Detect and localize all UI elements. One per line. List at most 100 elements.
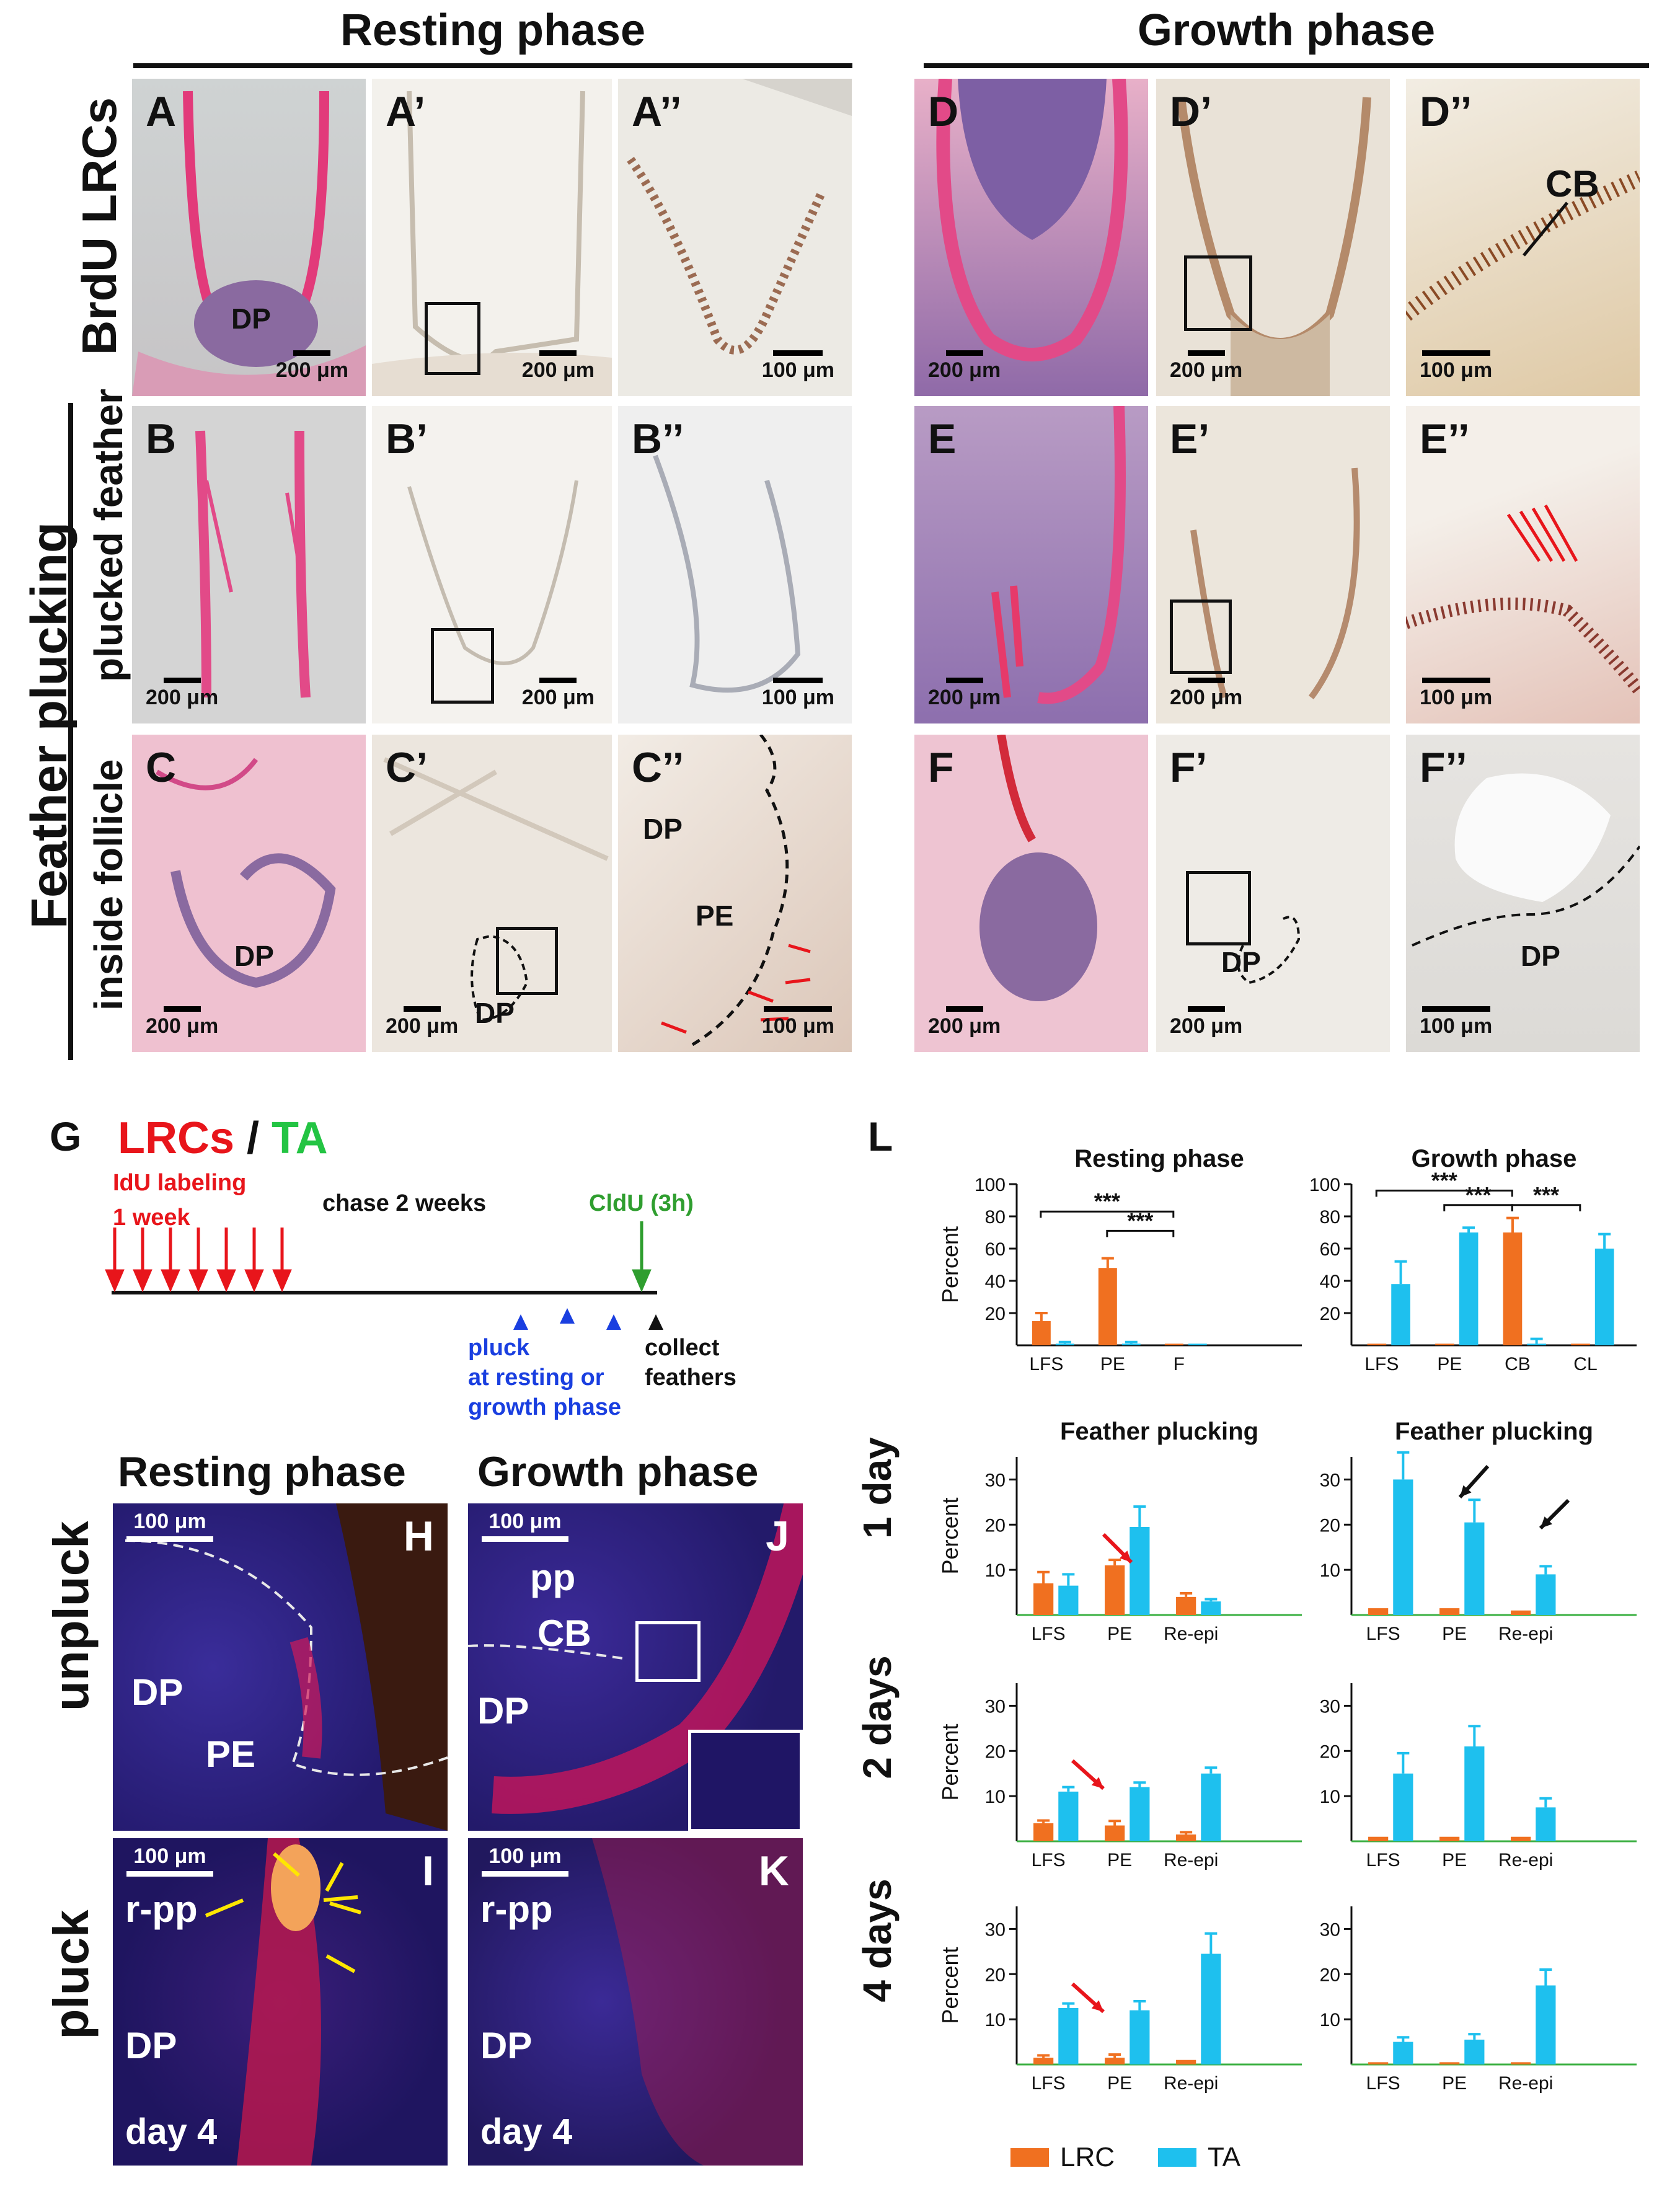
chart-0-ytick-label: 80 [985, 1207, 1006, 1228]
chart-0-bar [1055, 1343, 1074, 1345]
chart-1-sig-label: *** [1466, 1182, 1492, 1208]
panel-a-scalebar: 200 μm [276, 350, 348, 383]
chart-0-bar [1032, 1321, 1051, 1345]
panel-l-label: L [868, 1113, 893, 1159]
row-label-inside: inside follicle [86, 759, 131, 1011]
panel-f1-dp: DP [1221, 946, 1261, 978]
chart-7-ytick-label: 10 [1320, 2010, 1340, 2030]
panel-c1-dp: DP [475, 997, 515, 1029]
panel-f-image: F 200 μm [914, 735, 1148, 1052]
panel-c-scalebar: 200 μm [146, 1006, 218, 1038]
chart-1-bar [1527, 1343, 1546, 1345]
panel-k-rpp: r-pp [480, 1888, 553, 1930]
panel-d1-drawing [1177, 97, 1371, 396]
panel-b1-inset-box [431, 628, 494, 704]
chart-2-bar [1201, 1601, 1221, 1615]
timeline-idu-line2: 1 week [113, 1205, 190, 1231]
timeline-title-ta: TA [272, 1113, 328, 1163]
panel-a-dp: DP [231, 303, 271, 335]
timeline-pluck-line3: growth phase [468, 1394, 622, 1420]
chart-1-bar [1571, 1343, 1590, 1345]
panel-i-drawing [205, 1838, 361, 2166]
chart-row-2days: 2 days [855, 1655, 900, 1779]
chart-3-title: Feather plucking [1395, 1418, 1593, 1445]
panel-k-dp: DP [480, 2025, 533, 2066]
chart-3: Feather plucking 10 20 30 LFS PE Re-epi [1320, 1418, 1637, 1644]
chart-3-bar [1464, 1522, 1485, 1615]
chart-3-arrow-pe-head [1541, 1516, 1552, 1528]
panel-c2-dp: DP [643, 813, 683, 845]
panel-c2-image: C’’ DP PE 100 μm [618, 735, 852, 1052]
panel-f2-scalebar: 100 μm [1420, 1006, 1492, 1038]
panel-a1-label: A’ [386, 88, 426, 135]
chart-2-arrow-head [1120, 1551, 1131, 1562]
chart-1-sig-label: *** [1533, 1182, 1559, 1208]
chart-7-ytick-label: 30 [1320, 1919, 1340, 1940]
panel-d2-label: D’’ [1420, 88, 1472, 135]
panel-k-image: K 100 μm r-pp DP day 4 [468, 1838, 803, 2166]
chart-4-bar [1058, 1791, 1079, 1841]
panel-c-drawing [155, 758, 336, 988]
panel-h-image: H 100 μm DP PE [113, 1503, 448, 1831]
timeline-chase: chase 2 weeks [322, 1190, 487, 1216]
panel-i-rpp: r-pp [125, 1888, 198, 1930]
panel-c2-scalebar: 100 μm [762, 1006, 834, 1038]
chart-4-xtick-label: PE [1107, 1850, 1132, 1870]
chart-4: Percent 10 20 30 LFS PE Re-epi [937, 1683, 1302, 1870]
fluor-row-unpluck: unpluck [43, 1521, 99, 1711]
chart-4-bar [1176, 1834, 1196, 1841]
panel-c-label: C [146, 744, 177, 791]
panel-i-day: day 4 [125, 2112, 218, 2152]
chart-2-bar [1176, 1596, 1196, 1615]
timeline-pluck-line2: at resting or [468, 1365, 604, 1391]
chart-3-bar [1536, 1574, 1556, 1615]
panel-f-label: F [928, 744, 954, 791]
legend-lrc-label: LRC [1060, 2142, 1115, 2172]
chart-5-bar [1536, 1807, 1556, 1841]
timeline-title-sep: / [234, 1113, 272, 1163]
panel-d2-image: D’’ CB 100 μm [1406, 79, 1640, 396]
panel-b2-image: B’’ 100 μm [618, 406, 852, 723]
chart-1-ytick-label: 20 [1320, 1304, 1340, 1324]
chart-6-arrow-head [1091, 2000, 1103, 2012]
chart-0-ytick-label: 60 [985, 1239, 1006, 1260]
panel-a2-scalebar: 100 μm [762, 350, 834, 383]
header-growth: Growth phase [1137, 6, 1436, 55]
chart-3-arrow-lfs-head [1460, 1485, 1472, 1497]
panel-f-drawing [979, 735, 1097, 1001]
panel-i-label: I [422, 1847, 434, 1895]
chart-4-ytick-label: 30 [985, 1696, 1006, 1717]
chart-0-sig-bracket [1106, 1229, 1175, 1237]
panel-c-image: C DP 200 μm [132, 735, 366, 1052]
panel-c1-scalebar: 200 μm [386, 1006, 458, 1038]
panel-b2-label: B’’ [632, 415, 684, 462]
chart-1-bar [1391, 1284, 1410, 1345]
panel-i-dp: DP [125, 2025, 177, 2066]
chart-1-ytick-label: 60 [1320, 1239, 1340, 1260]
chart-5-ytick-label: 10 [1320, 1787, 1340, 1807]
panel-a2-label: A’’ [632, 88, 682, 135]
panel-a1-inset-box [425, 302, 480, 375]
chart-4-xtick-label: Re-epi [1164, 1850, 1218, 1870]
header-rule-growth [924, 63, 1649, 68]
panel-c1-label: C’ [386, 744, 428, 791]
chart-6-bar [1033, 2058, 1054, 2064]
panel-j-inset-box [635, 1621, 701, 1682]
panel-e1-image: E’ 200 μm [1156, 406, 1390, 723]
panel-e2-scalebar: 100 μm [1420, 678, 1492, 710]
fluor-growth-title: Growth phase [477, 1448, 759, 1495]
chart-2-bar [1058, 1585, 1079, 1615]
chart-0-bar [1121, 1343, 1141, 1345]
timeline-title-lrc: LRCs [118, 1113, 235, 1163]
chart-7-bar [1393, 2042, 1413, 2064]
panel-d-image: D 200 μm [914, 79, 1148, 396]
header-resting: Resting phase [340, 6, 646, 55]
chart-0-bar [1164, 1343, 1183, 1345]
timeline-idu-line1: IdU labeling [113, 1170, 247, 1196]
chart-4-bar [1033, 1823, 1054, 1841]
chart-6-bar [1201, 1953, 1221, 2064]
chart-7-bar [1536, 1985, 1556, 2064]
chart-3-xtick-label: LFS [1366, 1624, 1400, 1644]
chart-5-ytick-label: 30 [1320, 1696, 1340, 1717]
panel-k-label: K [758, 1847, 789, 1895]
